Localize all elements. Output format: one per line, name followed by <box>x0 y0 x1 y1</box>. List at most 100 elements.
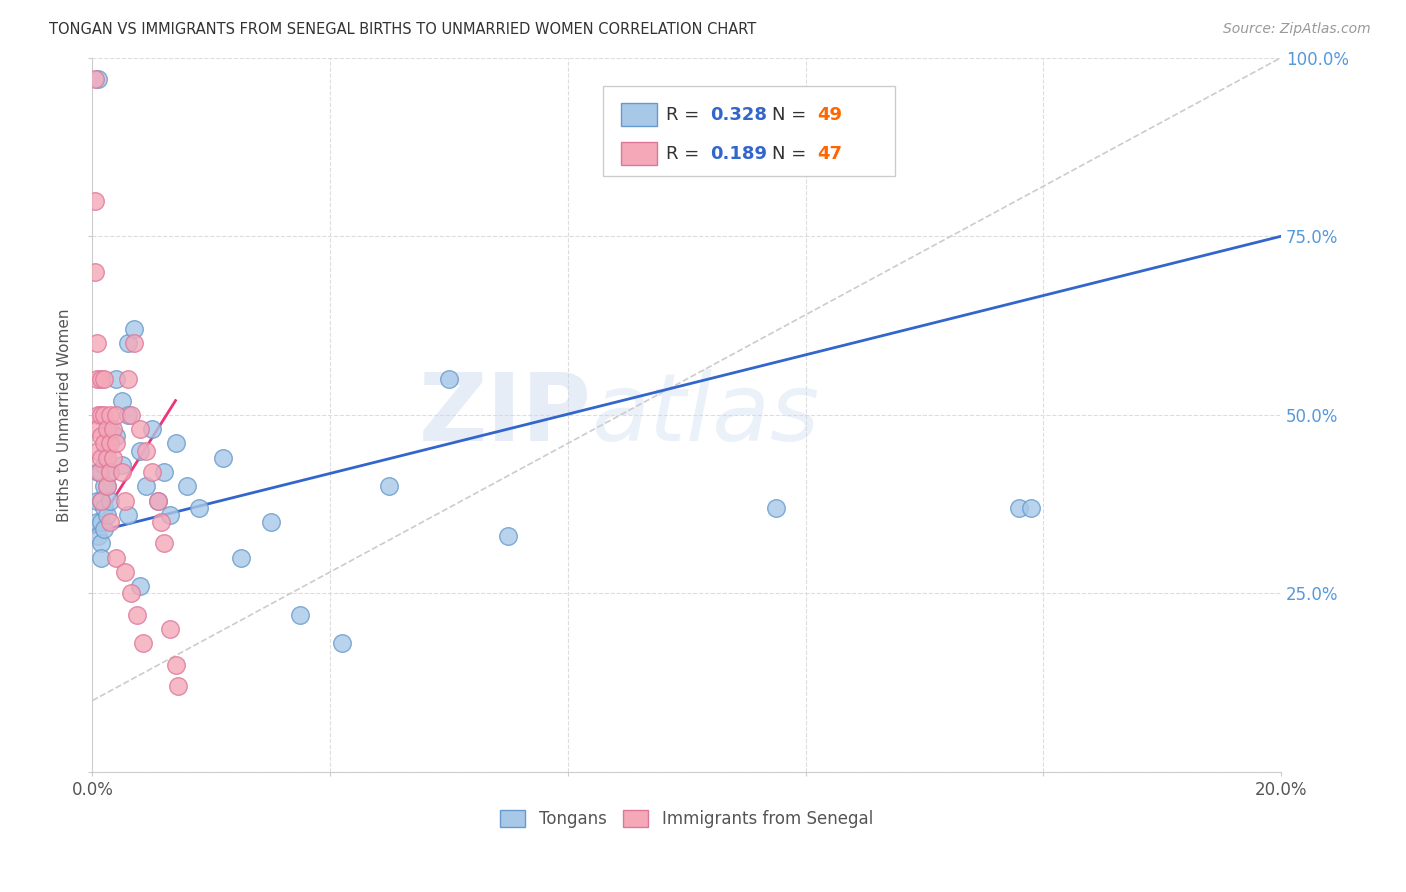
Point <box>117 336 139 351</box>
Point <box>120 586 142 600</box>
Point <box>122 322 145 336</box>
Legend: Tongans, Immigrants from Senegal: Tongans, Immigrants from Senegal <box>494 804 880 835</box>
Point <box>212 450 235 465</box>
Point <box>98 515 121 529</box>
Point <box>90 372 112 386</box>
Point <box>111 393 134 408</box>
Point <box>89 465 111 479</box>
Point <box>105 436 128 450</box>
Point <box>84 265 107 279</box>
Point <box>152 465 174 479</box>
Point <box>90 493 112 508</box>
Point <box>128 579 150 593</box>
Point <box>105 372 128 386</box>
Point <box>90 465 112 479</box>
Point <box>101 422 124 436</box>
Point <box>98 436 121 450</box>
Point <box>84 194 107 208</box>
Point <box>152 536 174 550</box>
Point <box>188 500 211 515</box>
Point <box>93 458 115 472</box>
Point <box>87 72 110 87</box>
Text: 0.189: 0.189 <box>710 145 768 163</box>
Point <box>98 465 121 479</box>
Point <box>120 408 142 422</box>
Point <box>259 515 281 529</box>
Point <box>96 443 118 458</box>
Point <box>330 636 353 650</box>
Point <box>1021 500 1043 515</box>
Text: N =: N = <box>772 145 813 163</box>
Point <box>87 443 110 458</box>
Point <box>117 508 139 522</box>
Point <box>1008 500 1031 515</box>
Point <box>101 450 124 465</box>
Point <box>165 657 187 672</box>
Point <box>93 500 115 515</box>
Point <box>176 479 198 493</box>
Point <box>290 607 312 622</box>
Point <box>229 550 252 565</box>
Text: N =: N = <box>772 106 813 124</box>
Point <box>86 372 108 386</box>
Point <box>90 493 112 508</box>
Point <box>498 529 520 543</box>
Point <box>141 422 163 436</box>
Point <box>159 508 181 522</box>
Text: R =: R = <box>666 145 706 163</box>
Point <box>87 408 110 422</box>
Point <box>84 72 107 87</box>
FancyBboxPatch shape <box>621 142 657 165</box>
Point <box>105 408 128 422</box>
Point <box>117 408 139 422</box>
Point <box>93 479 115 493</box>
Point <box>378 479 401 493</box>
Point <box>87 422 110 436</box>
Point <box>86 493 108 508</box>
Point <box>90 408 112 422</box>
Text: atlas: atlas <box>592 369 820 460</box>
Point <box>96 479 118 493</box>
Point <box>86 336 108 351</box>
Point <box>146 493 169 508</box>
Point <box>135 479 157 493</box>
Point <box>93 436 115 450</box>
Text: TONGAN VS IMMIGRANTS FROM SENEGAL BIRTHS TO UNMARRIED WOMEN CORRELATION CHART: TONGAN VS IMMIGRANTS FROM SENEGAL BIRTHS… <box>49 22 756 37</box>
Point <box>90 429 112 443</box>
Text: ZIP: ZIP <box>419 369 592 461</box>
Point <box>146 493 169 508</box>
Point <box>141 465 163 479</box>
Point <box>165 436 187 450</box>
Point <box>87 465 110 479</box>
Point <box>105 429 128 443</box>
Point <box>111 465 134 479</box>
Point <box>90 515 112 529</box>
Point <box>96 508 118 522</box>
Point <box>128 422 150 436</box>
Point <box>96 422 118 436</box>
Text: 47: 47 <box>817 145 842 163</box>
Point <box>765 500 787 515</box>
Point <box>437 372 460 386</box>
Point <box>117 372 139 386</box>
Text: R =: R = <box>666 106 706 124</box>
Point <box>132 636 155 650</box>
Point <box>114 565 136 579</box>
Point <box>122 336 145 351</box>
Point <box>125 607 148 622</box>
Y-axis label: Births to Unmarried Women: Births to Unmarried Women <box>58 308 72 522</box>
Text: Source: ZipAtlas.com: Source: ZipAtlas.com <box>1223 22 1371 37</box>
Point <box>159 622 181 636</box>
Point <box>93 372 115 386</box>
Point <box>98 422 121 436</box>
Point <box>90 550 112 565</box>
Text: 49: 49 <box>817 106 842 124</box>
Point <box>96 479 118 493</box>
Text: 0.328: 0.328 <box>710 106 768 124</box>
Point <box>93 522 115 536</box>
FancyBboxPatch shape <box>621 103 657 126</box>
Point <box>90 536 112 550</box>
FancyBboxPatch shape <box>603 87 894 176</box>
Point <box>135 443 157 458</box>
Point <box>111 458 134 472</box>
